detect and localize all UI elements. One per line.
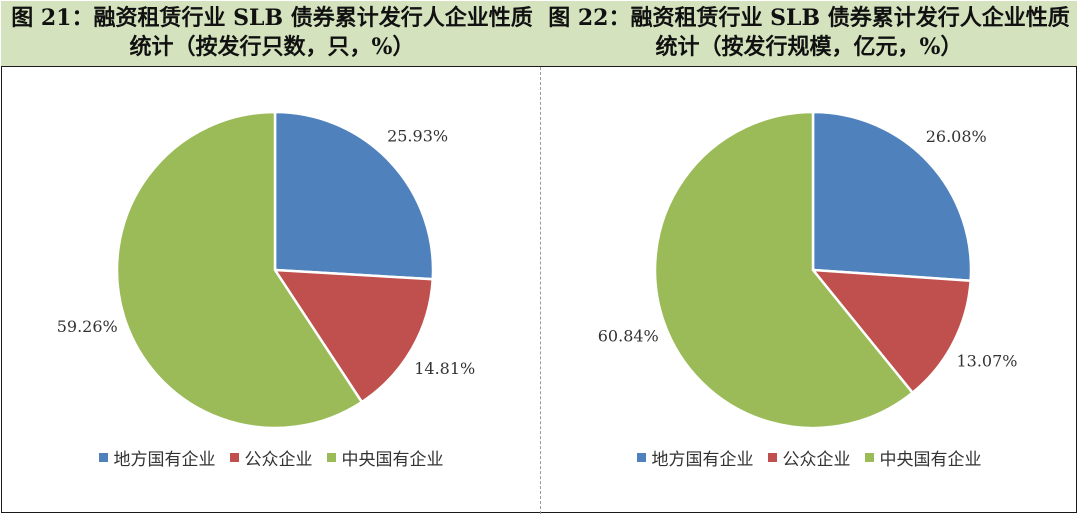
legend-item-public: 公众企业 bbox=[229, 445, 313, 470]
chart-title-right-line1: 图 22：融资租赁行业 SLB 债券累计发行人企业性质 bbox=[548, 5, 1070, 31]
pie-slice-public bbox=[272, 268, 435, 404]
legend-label-public: 公众企业 bbox=[782, 450, 851, 470]
pie-chart-right: 26.08% 13.07% 60.84% bbox=[598, 110, 1017, 430]
pie-slice-public bbox=[810, 268, 972, 395]
legend-label-local-soe: 地方国有企业 bbox=[651, 450, 754, 470]
header-row bbox=[1, 1, 1077, 67]
legend-item-public: 公众企业 bbox=[767, 445, 851, 470]
legend-label-central-soe: 中央国有企业 bbox=[341, 450, 444, 470]
pie-slice-central-soe bbox=[653, 110, 915, 430]
legend-swatch-central-soe bbox=[326, 453, 336, 462]
chart-title-right: 图 22：融资租赁行业 SLB 债券累计发行人企业性质 统计（按发行规模，亿元，… bbox=[541, 4, 1077, 62]
legend-item-central-soe: 中央国有企业 bbox=[326, 445, 444, 470]
data-label-public: 14.81% bbox=[414, 359, 475, 378]
chart-title-left-line2: 统计（按发行只数，只，%） bbox=[129, 34, 415, 60]
legend-right: 地方国有企业 公众企业 中央国有企业 bbox=[540, 445, 1078, 470]
legend-swatch-public bbox=[767, 453, 777, 462]
legend-swatch-central-soe bbox=[864, 453, 874, 462]
chart-title-left-line1: 图 21：融资租赁行业 SLB 债券累计发行人企业性质 bbox=[11, 5, 533, 31]
legend-swatch-local-soe bbox=[98, 453, 108, 462]
data-label-central-soe: 60.84% bbox=[598, 327, 659, 346]
legend-label-central-soe: 中央国有企业 bbox=[879, 450, 982, 470]
legend-label-public: 公众企业 bbox=[244, 450, 313, 470]
pie-slice-local-soe bbox=[273, 110, 435, 281]
data-label-local-soe: 26.08% bbox=[926, 127, 987, 146]
data-label-public: 13.07% bbox=[956, 351, 1017, 370]
pie-chart-left: 25.93% 14.81% 59.26% bbox=[57, 110, 475, 430]
panel-divider bbox=[540, 67, 541, 514]
legend-item-local-soe: 地方国有企业 bbox=[98, 445, 216, 470]
legend-swatch-public bbox=[229, 453, 239, 462]
data-label-local-soe: 25.93% bbox=[387, 127, 448, 146]
legend-label-local-soe: 地方国有企业 bbox=[113, 450, 216, 470]
legend-item-central-soe: 中央国有企业 bbox=[864, 445, 982, 470]
pie-slice-central-soe bbox=[115, 110, 364, 430]
legend-left: 地方国有企业 公众企业 中央国有企业 bbox=[2, 445, 540, 470]
chart-title-left: 图 21：融资租赁行业 SLB 债券累计发行人企业性质 统计（按发行只数，只，%… bbox=[4, 4, 540, 62]
legend-swatch-local-soe bbox=[636, 453, 646, 462]
chart-title-right-line2: 统计（按发行规模，亿元，%） bbox=[655, 34, 963, 60]
pie-slice-local-soe bbox=[811, 110, 973, 283]
legend-item-local-soe: 地方国有企业 bbox=[636, 445, 754, 470]
data-label-central-soe: 59.26% bbox=[57, 317, 118, 336]
